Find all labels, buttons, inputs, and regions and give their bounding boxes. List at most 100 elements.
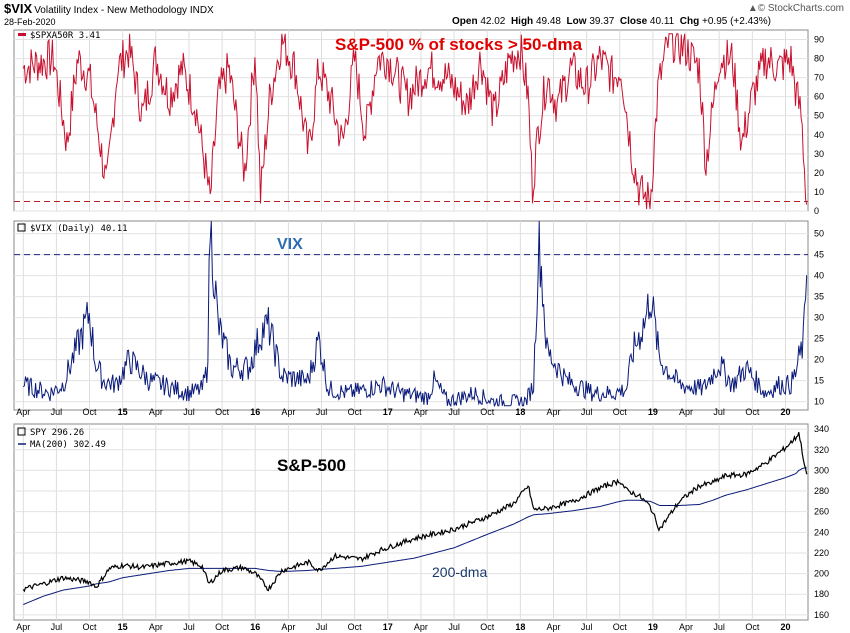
vix-legend: $VIX (Daily) 40.11 — [30, 224, 128, 234]
symbol: $VIX — [4, 1, 33, 16]
y-tick-label: 50 — [814, 111, 824, 121]
vix-series-line — [22, 220, 808, 408]
chg-label: Chg — [679, 16, 700, 27]
x-tick-label: Jul — [713, 622, 725, 632]
x-tick-label: Jul — [51, 407, 63, 417]
open-value: 42.02 — [480, 16, 506, 27]
chart-date: 28-Feb-2020 — [4, 17, 56, 27]
x-tick-label: 18 — [515, 407, 525, 417]
x-tick-label: 17 — [383, 622, 393, 632]
x-tick-label: Apr — [16, 407, 30, 417]
x-tick-label: Jul — [581, 407, 593, 417]
x-tick-label: Oct — [348, 622, 363, 632]
y-tick-label: 25 — [814, 334, 824, 344]
close-value: 40.11 — [649, 16, 675, 27]
x-tick-label: Apr — [149, 407, 163, 417]
x-tick-label: Jul — [581, 622, 593, 632]
spy-series-line — [22, 432, 808, 593]
x-tick-label: Oct — [745, 407, 760, 417]
x-tick-label: Apr — [546, 407, 560, 417]
x-tick-label: Oct — [480, 622, 495, 632]
ma-annotation: 200-dma — [432, 564, 487, 580]
x-tick-label: Apr — [281, 407, 295, 417]
x-tick-label: 20 — [780, 622, 790, 632]
x-tick-label: 19 — [648, 622, 658, 632]
spy-legend: SPY 296.26 — [30, 428, 84, 438]
x-tick-label: Oct — [215, 622, 230, 632]
y-tick-label: 0 — [814, 206, 819, 216]
ma-legend: MA(200) 302.49 — [30, 440, 106, 450]
panel-frame — [13, 423, 809, 621]
y-tick-label: 280 — [814, 486, 829, 496]
y-tick-label: 20 — [814, 355, 824, 365]
x-tick-label: Jul — [316, 622, 328, 632]
y-tick-label: 30 — [814, 313, 824, 323]
chg-value: +0.95 (+2.43%) — [702, 16, 771, 27]
y-tick-label: 180 — [814, 589, 829, 599]
x-tick-label: Oct — [613, 622, 628, 632]
stockcharts-brand[interactable]: ▲© StockCharts.com — [748, 3, 844, 14]
x-tick-label: Apr — [281, 622, 295, 632]
x-tick-label: Oct — [83, 407, 98, 417]
y-tick-label: 40 — [814, 130, 824, 140]
x-tick-label: Oct — [215, 407, 230, 417]
x-tick-label: Apr — [679, 407, 693, 417]
x-tick-label: Jul — [448, 622, 460, 632]
y-tick-label: 30 — [814, 149, 824, 159]
x-tick-label: Oct — [480, 407, 495, 417]
y-tick-label: 60 — [814, 92, 824, 102]
y-tick-label: 260 — [814, 507, 829, 517]
x-tick-label: Oct — [83, 622, 98, 632]
x-tick-label: Apr — [149, 622, 163, 632]
x-tick-label: 19 — [648, 407, 658, 417]
y-tick-label: 320 — [814, 445, 829, 455]
breadth-annotation: S&P-500 % of stocks > 50-dma — [335, 35, 583, 54]
brand-text: © StockCharts.com — [757, 3, 844, 14]
y-tick-label: 80 — [814, 54, 824, 64]
low-label: Low — [566, 16, 587, 27]
y-tick-label: 160 — [814, 610, 829, 620]
x-tick-label: 16 — [250, 622, 260, 632]
breadth-legend-swatch — [18, 33, 26, 36]
x-tick-label: Jul — [183, 622, 195, 632]
y-tick-label: 35 — [814, 292, 824, 302]
up-arrow-icon: ▲ — [747, 3, 758, 14]
y-tick-label: 10 — [814, 397, 824, 407]
high-value: 49.48 — [535, 16, 561, 27]
y-tick-label: 70 — [814, 73, 824, 83]
open-label: Open — [452, 16, 478, 27]
x-tick-label: Oct — [348, 407, 363, 417]
y-tick-label: 20 — [814, 168, 824, 178]
y-tick-label: 340 — [814, 424, 829, 434]
y-tick-label: 45 — [814, 250, 824, 260]
x-tick-label: Apr — [414, 622, 428, 632]
y-tick-label: 90 — [814, 35, 824, 45]
x-tick-label: Oct — [613, 407, 628, 417]
x-tick-label: Jul — [51, 622, 63, 632]
x-tick-label: Jul — [183, 407, 195, 417]
x-tick-label: Jul — [713, 407, 725, 417]
y-tick-label: 40 — [814, 271, 824, 281]
vix-legend-swatch — [17, 223, 26, 232]
x-tick-label: 16 — [250, 407, 260, 417]
y-tick-label: 240 — [814, 527, 829, 537]
symbol-name: Volatility Index - New Methodology INDX — [34, 5, 214, 16]
y-tick-label: 200 — [814, 569, 829, 579]
y-tick-label: 220 — [814, 548, 829, 558]
x-tick-label: Jul — [316, 407, 328, 417]
y-tick-label: 10 — [814, 187, 824, 197]
breadth-series-line — [22, 33, 808, 210]
y-tick-label: 300 — [814, 465, 829, 475]
ohlc-readout: Open 42.02 High 49.48 Low 39.37 Close 40… — [452, 16, 771, 27]
x-tick-label: Apr — [546, 622, 560, 632]
x-tick-label: Apr — [16, 622, 30, 632]
ma200-series-line — [23, 467, 807, 605]
symbol-title: $VIX Volatility Index - New Methodology I… — [4, 1, 214, 16]
close-label: Close — [619, 16, 648, 27]
x-tick-label: 20 — [780, 407, 790, 417]
chart-header: $VIX Volatility Index - New Methodology I… — [0, 0, 850, 30]
x-tick-label: Apr — [414, 407, 428, 417]
spy-annotation: S&P-500 — [277, 456, 346, 475]
x-tick-label: Oct — [745, 622, 760, 632]
